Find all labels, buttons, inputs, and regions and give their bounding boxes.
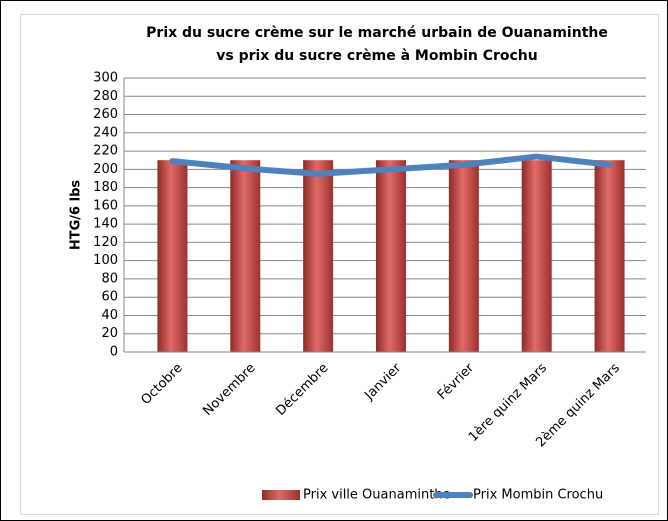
- chart-area: [20, 14, 659, 515]
- bar: [157, 160, 188, 352]
- legend-swatch: [262, 490, 300, 500]
- y-tick-label: 20: [101, 326, 118, 341]
- bar: [594, 160, 625, 352]
- y-tick-label: 300: [93, 71, 118, 86]
- y-tick-label: 40: [101, 308, 118, 323]
- y-tick-label: 100: [93, 253, 118, 268]
- y-tick-label: 260: [93, 107, 118, 122]
- y-axis-label: HTG/6 lbs: [69, 180, 84, 250]
- y-tick-label: 200: [93, 162, 118, 177]
- y-tick-label: 60: [101, 290, 118, 305]
- y-tick-label: 220: [93, 144, 118, 159]
- bar: [448, 160, 479, 352]
- y-tick-label: 180: [93, 180, 118, 195]
- y-tick-label: 120: [93, 235, 118, 250]
- line: [169, 153, 613, 177]
- legend-label: Prix Mombin Crochu: [473, 488, 603, 503]
- chart-title: Prix du sucre crème sur le marché urbain…: [146, 25, 608, 41]
- y-tick-label: 240: [93, 125, 118, 140]
- y-tick-label: 80: [101, 271, 118, 286]
- bar: [376, 160, 406, 352]
- y-tick-label: 0: [110, 345, 118, 360]
- bar: [230, 160, 261, 352]
- y-tick-label: 160: [93, 198, 118, 213]
- bar: [303, 160, 334, 352]
- y-tick-label: 280: [93, 89, 118, 104]
- y-tick-label: 140: [93, 217, 118, 232]
- chart-title: vs prix du sucre crème à Mombin Crochu: [216, 48, 538, 64]
- legend-label: Prix ville Ouanaminthe: [303, 488, 451, 503]
- bar: [521, 160, 552, 352]
